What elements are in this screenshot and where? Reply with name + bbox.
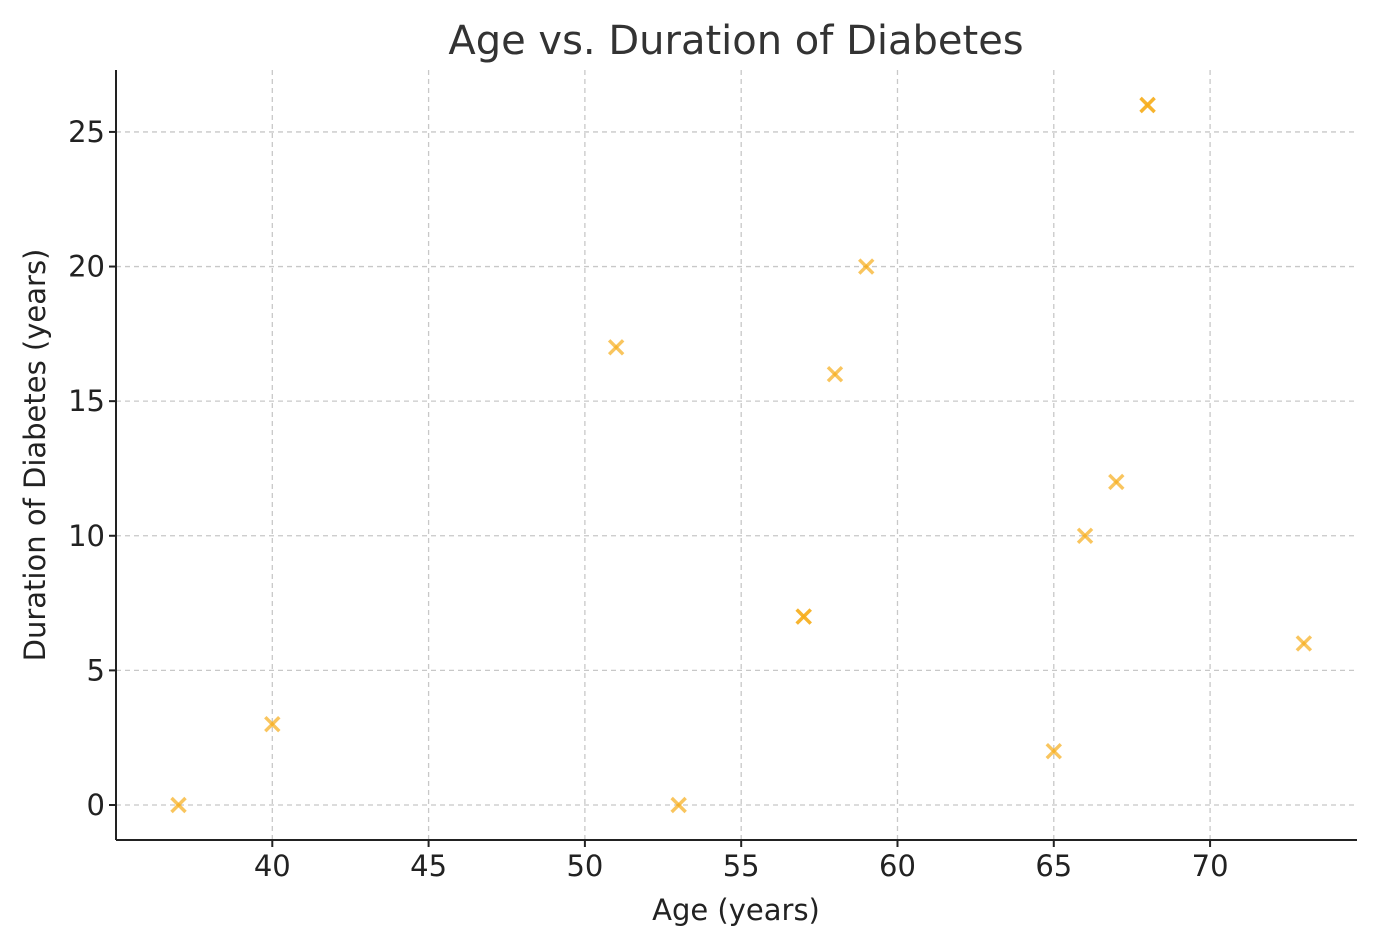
data-points bbox=[170, 96, 1313, 814]
x-axis-label: Age (years) bbox=[652, 893, 820, 927]
x-tick-label: 40 bbox=[254, 849, 291, 883]
data-point bbox=[670, 796, 687, 814]
x-tick-label: 55 bbox=[723, 849, 760, 883]
data-point bbox=[1295, 635, 1313, 652]
data-point bbox=[1139, 96, 1156, 114]
x-tick-label: 60 bbox=[879, 849, 916, 883]
x-tick-label: 65 bbox=[1035, 849, 1072, 883]
y-axis-label: Duration of Diabetes (years) bbox=[18, 249, 52, 662]
x-tick-label: 70 bbox=[1192, 849, 1229, 883]
y-tick-label: 10 bbox=[68, 519, 105, 553]
data-point bbox=[858, 258, 875, 275]
data-point bbox=[826, 366, 844, 383]
y-tick-label: 20 bbox=[68, 250, 105, 284]
chart-title: Age vs. Duration of Diabetes bbox=[448, 18, 1023, 64]
data-point bbox=[1045, 742, 1062, 760]
y-tick-label: 5 bbox=[87, 653, 105, 687]
y-tick-label: 15 bbox=[68, 384, 105, 418]
data-point bbox=[795, 608, 812, 625]
y-axis-ticks: 0 5 10 15 20 25 bbox=[68, 115, 116, 822]
grid-lines bbox=[116, 70, 1357, 840]
data-point bbox=[170, 796, 187, 814]
data-point bbox=[264, 716, 281, 733]
data-point bbox=[607, 339, 625, 356]
data-point bbox=[1076, 527, 1094, 544]
data-point bbox=[1108, 473, 1125, 491]
x-tick-label: 45 bbox=[410, 849, 447, 883]
y-tick-label: 25 bbox=[68, 115, 105, 149]
y-tick-label: 0 bbox=[87, 788, 105, 822]
x-axis-ticks: 40 45 50 55 60 65 70 bbox=[254, 840, 1229, 883]
x-tick-label: 50 bbox=[566, 849, 603, 883]
